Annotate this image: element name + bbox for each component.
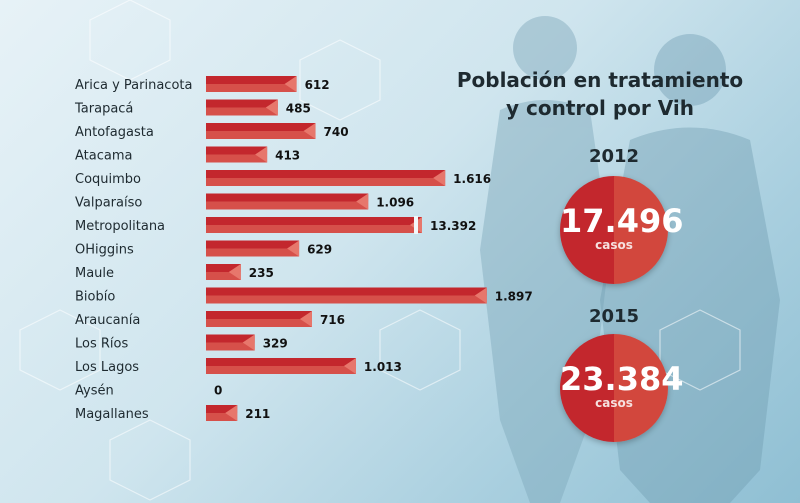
bar-top [206, 334, 255, 343]
bar-bottom [206, 154, 268, 163]
bar-bottom [206, 178, 446, 186]
bar-bottom [206, 107, 278, 116]
chart-title-line: y control por Vih [506, 96, 694, 120]
value-label: 612 [305, 78, 330, 92]
category-label: Biobío [75, 290, 115, 305]
bar [206, 264, 241, 280]
bar [206, 405, 238, 421]
total-unit: casos [595, 396, 633, 410]
category-label: OHiggins [75, 243, 134, 258]
bar-bottom [206, 413, 238, 421]
value-label: 0 [214, 384, 222, 398]
bar-bottom [206, 342, 255, 351]
bar-tip [433, 170, 446, 186]
bar [206, 334, 255, 351]
value-label: 13.392 [430, 219, 476, 233]
category-label: Los Lagos [75, 360, 139, 375]
category-label: Valparaíso [75, 196, 142, 211]
category-label: Antofagasta [75, 125, 154, 140]
category-label: Atacama [75, 149, 132, 164]
category-label: Arica y Parinacota [75, 78, 192, 93]
chart-title-line: Población en tratamiento [456, 68, 744, 92]
value-label: 485 [286, 102, 311, 116]
bar [206, 240, 300, 257]
bar-top [206, 193, 369, 202]
bar-tip [299, 311, 312, 327]
bar [206, 311, 312, 327]
category-label: Metropolitana [75, 219, 165, 234]
value-label: 1.897 [495, 290, 533, 304]
bar-bottom [206, 248, 300, 257]
value-label: 329 [263, 337, 288, 351]
bar [206, 76, 297, 92]
bar-top [206, 146, 268, 155]
total-circle-2012: 17.496 casos [560, 176, 684, 284]
bar-top [206, 99, 278, 108]
bar [206, 146, 268, 163]
bar-tip [287, 240, 300, 257]
bar-top [206, 123, 316, 131]
value-label: 235 [249, 266, 274, 280]
bar-top [206, 240, 300, 249]
bar-tip [284, 76, 297, 92]
bar-top [206, 170, 446, 178]
bar-bottom [206, 201, 369, 210]
axis-break [414, 216, 418, 234]
category-label: Magallanes [75, 407, 149, 422]
bar-bottom [206, 84, 297, 92]
bar [206, 193, 369, 210]
bar-tip [356, 193, 369, 210]
value-label: 211 [245, 407, 270, 421]
value-label: 716 [320, 313, 345, 327]
bar [206, 99, 278, 116]
bar-bottom [206, 366, 356, 374]
value-label: 413 [275, 149, 300, 163]
total-circle-2015: 23.384 casos [560, 334, 684, 442]
bar-tip [228, 264, 241, 280]
bar-bottom [206, 272, 241, 280]
bar [206, 123, 316, 139]
category-label: Maule [75, 266, 114, 281]
bar-bottom [206, 225, 422, 233]
year-label-2015: 2015 [588, 306, 640, 327]
bar-top [206, 76, 297, 84]
category-label: Aysén [75, 384, 114, 399]
category-label: Araucanía [75, 313, 140, 328]
total-unit: casos [595, 238, 633, 252]
bar [206, 358, 356, 374]
bar-bottom [206, 131, 316, 139]
value-label: 740 [324, 125, 349, 139]
chart-title: Población en tratamiento y control por V… [440, 66, 760, 122]
bar-bottom [206, 295, 487, 304]
value-label: 1.616 [453, 172, 491, 186]
category-label: Coquimbo [75, 172, 141, 187]
bar [206, 170, 446, 186]
bar-tip [303, 123, 316, 139]
bar-tip [225, 405, 238, 421]
year-label-2012: 2012 [588, 146, 640, 167]
bar-tip [343, 358, 356, 374]
bar-tip [242, 334, 255, 351]
bar-tip [474, 287, 487, 304]
bar-top [206, 405, 238, 413]
total-value: 23.384 [560, 360, 684, 398]
bar-top [206, 264, 241, 272]
bar-tip [265, 99, 278, 116]
bar-top [206, 217, 422, 225]
value-label: 629 [307, 243, 332, 257]
bar-top [206, 311, 312, 319]
category-label: Tarapacá [74, 102, 133, 117]
value-label: 1.096 [376, 196, 414, 210]
bar-top [206, 287, 487, 296]
value-label: 1.013 [364, 360, 402, 374]
bar [206, 216, 422, 234]
bar-tip [255, 146, 268, 163]
bar-top [206, 358, 356, 366]
category-label: Los Ríos [75, 337, 128, 352]
bar-bottom [206, 319, 312, 327]
bar [206, 287, 487, 304]
total-value: 17.496 [560, 202, 684, 240]
